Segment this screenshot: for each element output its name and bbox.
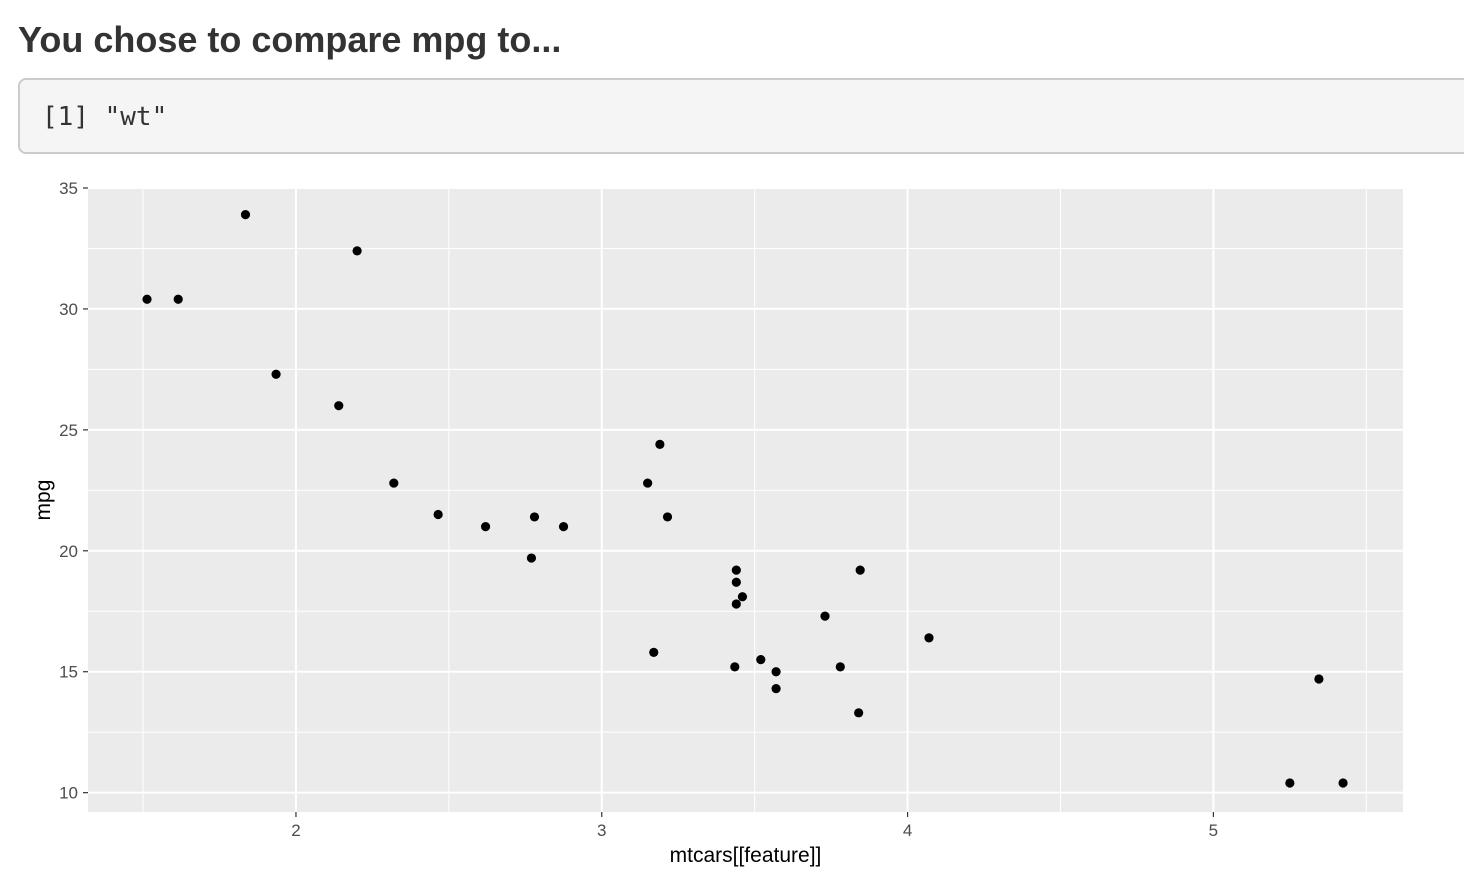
- y-tick-label: 30: [59, 300, 78, 319]
- data-point: [480, 522, 491, 532]
- data-point: [529, 512, 540, 522]
- y-tick-label: 25: [59, 421, 78, 440]
- grid-major: [88, 187, 1403, 812]
- data-point: [730, 662, 740, 672]
- data-point: [771, 667, 781, 677]
- x-tick-label: 3: [597, 821, 606, 840]
- data-point: [731, 599, 741, 609]
- data-point: [173, 294, 183, 304]
- data-point: [142, 294, 152, 304]
- data-point: [924, 633, 934, 643]
- data-point: [662, 512, 673, 522]
- y-tick-label: 35: [59, 179, 78, 198]
- y-tick-label: 20: [59, 542, 78, 561]
- page-title: You chose to compare mpg to...: [18, 19, 562, 60]
- data-point: [334, 401, 344, 411]
- x-tick-label: 5: [1209, 821, 1218, 840]
- data-point: [649, 647, 659, 657]
- data-point: [1338, 778, 1348, 788]
- console-output-text: [1] "wt": [42, 102, 168, 132]
- data-point: [271, 369, 281, 379]
- data-point: [526, 553, 537, 563]
- data-point: [558, 522, 569, 532]
- plot-panel: [88, 188, 1403, 812]
- data-point: [643, 478, 653, 488]
- data-point: [731, 577, 741, 587]
- data-point: [731, 565, 741, 575]
- console-output-box: [1] "wt": [18, 78, 1464, 154]
- data-point: [352, 246, 362, 256]
- data-point: [820, 611, 830, 621]
- data-point: [240, 210, 251, 220]
- y-axis: 10 15 20 25 30 35: [59, 179, 88, 803]
- grid-minor: [88, 188, 1403, 812]
- data-point: [756, 655, 766, 665]
- x-axis: 2 3 4 5: [291, 812, 1218, 840]
- data-point: [655, 439, 665, 449]
- data-point: [737, 592, 748, 602]
- data-point: [835, 662, 845, 672]
- x-tick-label: 4: [903, 821, 912, 840]
- x-axis-title: mtcars[[feature]]: [670, 844, 822, 867]
- y-tick-label: 15: [59, 663, 78, 682]
- data-point: [1285, 778, 1295, 788]
- data-points: [142, 210, 1348, 788]
- x-tick-label: 2: [291, 821, 300, 840]
- data-point: [855, 565, 865, 575]
- data-point: [433, 509, 443, 520]
- data-point: [389, 478, 399, 488]
- data-point: [771, 684, 781, 694]
- y-axis-title: mpg: [32, 480, 55, 521]
- data-point: [854, 708, 864, 718]
- y-tick-label: 10: [59, 784, 78, 803]
- data-point: [1314, 674, 1324, 684]
